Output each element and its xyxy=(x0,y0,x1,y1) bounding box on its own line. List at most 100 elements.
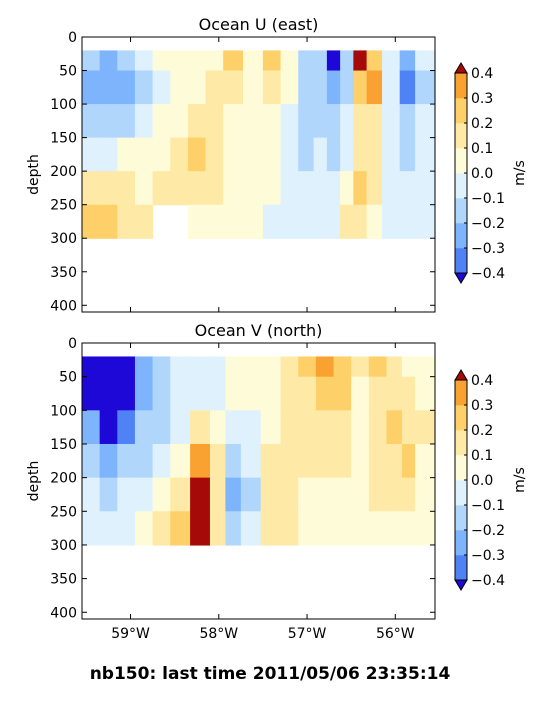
heatmap-cell xyxy=(353,50,368,72)
heatmap-cell xyxy=(262,104,282,139)
heatmap-cell xyxy=(333,443,352,479)
heatmap-cell xyxy=(399,50,416,72)
heatmap-cell xyxy=(243,171,264,206)
heatmap-cell xyxy=(205,204,224,239)
heatmap-cell xyxy=(99,171,118,206)
colorbar-tick-label: −0.2 xyxy=(471,523,505,539)
colorbar-under-triangle xyxy=(454,579,468,591)
heatmap-cell xyxy=(170,356,191,378)
heatmap-cell xyxy=(99,376,118,411)
heatmap-cell xyxy=(117,356,136,378)
heatmap-cell xyxy=(223,171,244,206)
heatmap-cell xyxy=(240,376,262,411)
figure-canvas: Ocean U (east) 0 50 100 150 200 250 300 350 400 de… xyxy=(26,15,528,642)
heatmap-cell xyxy=(382,137,401,172)
y-tick-label: 400 xyxy=(50,298,77,314)
heatmap-cell xyxy=(190,410,211,445)
heatmap-cell xyxy=(399,70,416,105)
heatmap-cell xyxy=(326,104,341,139)
heatmap-cell xyxy=(205,137,224,172)
heatmap-cell xyxy=(82,410,101,445)
y-tick-label: 50 xyxy=(59,370,77,386)
heatmap-cell xyxy=(99,50,118,72)
heatmap-cell xyxy=(225,477,242,512)
heatmap-cell xyxy=(187,50,207,72)
heatmap-cell xyxy=(170,410,191,445)
heatmap-cell xyxy=(240,356,262,378)
y-tick-label: 150 xyxy=(50,131,77,147)
axes-frame xyxy=(81,36,436,313)
heatmap-cell xyxy=(401,376,416,411)
heatmap-cell xyxy=(152,104,171,139)
heatmap-cell xyxy=(134,477,154,512)
heatmap-cell xyxy=(315,511,335,546)
heatmap-cell xyxy=(415,410,436,445)
colorbar-segment xyxy=(455,73,467,99)
heatmap-cell xyxy=(280,356,299,378)
heatmap-cell xyxy=(401,410,416,445)
heatmap-cell xyxy=(190,511,211,546)
heatmap-cell xyxy=(382,70,401,105)
heatmap-cell xyxy=(170,137,189,172)
heatmap-cell xyxy=(187,70,207,105)
heatmap-cell xyxy=(152,477,171,512)
colorbar-tick-label: −0.4 xyxy=(471,573,505,589)
heatmap-cell xyxy=(351,376,370,411)
heatmap-cell xyxy=(415,376,436,411)
colorbar-segment xyxy=(455,380,467,406)
heatmap-cell xyxy=(262,50,282,72)
colorbar-segment xyxy=(455,405,467,431)
y-tick-label: 400 xyxy=(50,605,77,621)
heatmap-cell xyxy=(280,477,299,512)
heatmap-cell xyxy=(340,204,354,239)
heatmap-cell xyxy=(240,410,262,445)
heatmap-cell xyxy=(225,443,242,479)
heatmap-cell xyxy=(190,477,211,512)
heatmap-cell xyxy=(82,104,101,139)
heatmap-cell xyxy=(260,511,282,546)
heatmap-cell xyxy=(298,137,315,172)
heatmap-cell xyxy=(117,511,136,546)
y-tick-label: 50 xyxy=(59,64,77,80)
y-tick-label: 150 xyxy=(50,437,77,453)
heatmap-cell xyxy=(134,137,154,172)
heatmap-cell xyxy=(117,104,136,139)
heatmap-cell xyxy=(262,204,282,239)
heatmap-cell xyxy=(415,511,436,546)
heatmap-cell xyxy=(399,137,416,172)
heatmap-cell xyxy=(134,104,154,139)
heatmap-cell xyxy=(351,356,370,378)
heatmap-cell xyxy=(117,137,136,172)
heatmap-cell xyxy=(280,50,299,72)
heatmap-cell xyxy=(366,171,383,206)
heatmap-cell xyxy=(209,477,226,512)
y-tick-label: 100 xyxy=(50,403,77,419)
heatmap-cell xyxy=(223,104,244,139)
heatmap-cell xyxy=(386,376,403,411)
heatmap-cell xyxy=(298,410,317,445)
heatmap-cell xyxy=(382,50,401,72)
colorbar-over-triangle xyxy=(454,62,468,74)
heatmap-cell xyxy=(298,511,317,546)
heatmap-cell xyxy=(401,511,416,546)
heatmap-cell xyxy=(415,204,436,239)
heatmap-cell xyxy=(280,204,299,239)
heatmap-cell xyxy=(134,410,154,445)
heatmap-cell xyxy=(82,204,101,239)
heatmap-cell xyxy=(243,104,264,139)
axes-frame xyxy=(81,342,436,620)
heatmap-cell xyxy=(82,511,101,546)
heatmap-cell xyxy=(209,511,226,546)
heatmap-cell xyxy=(333,356,352,378)
colorbar-segment xyxy=(455,223,467,249)
heatmap-cell xyxy=(152,443,171,479)
heatmap-cell xyxy=(382,104,401,139)
heatmap-cell xyxy=(152,137,171,172)
colorbar-tick-label: −0.4 xyxy=(471,266,505,282)
heatmap-cell xyxy=(117,376,136,411)
heatmap-cell xyxy=(134,443,154,479)
heatmap-cell xyxy=(313,171,328,206)
colorbar-segment xyxy=(455,198,467,224)
heatmap-cell xyxy=(280,104,299,139)
heatmap-cell xyxy=(340,70,354,105)
